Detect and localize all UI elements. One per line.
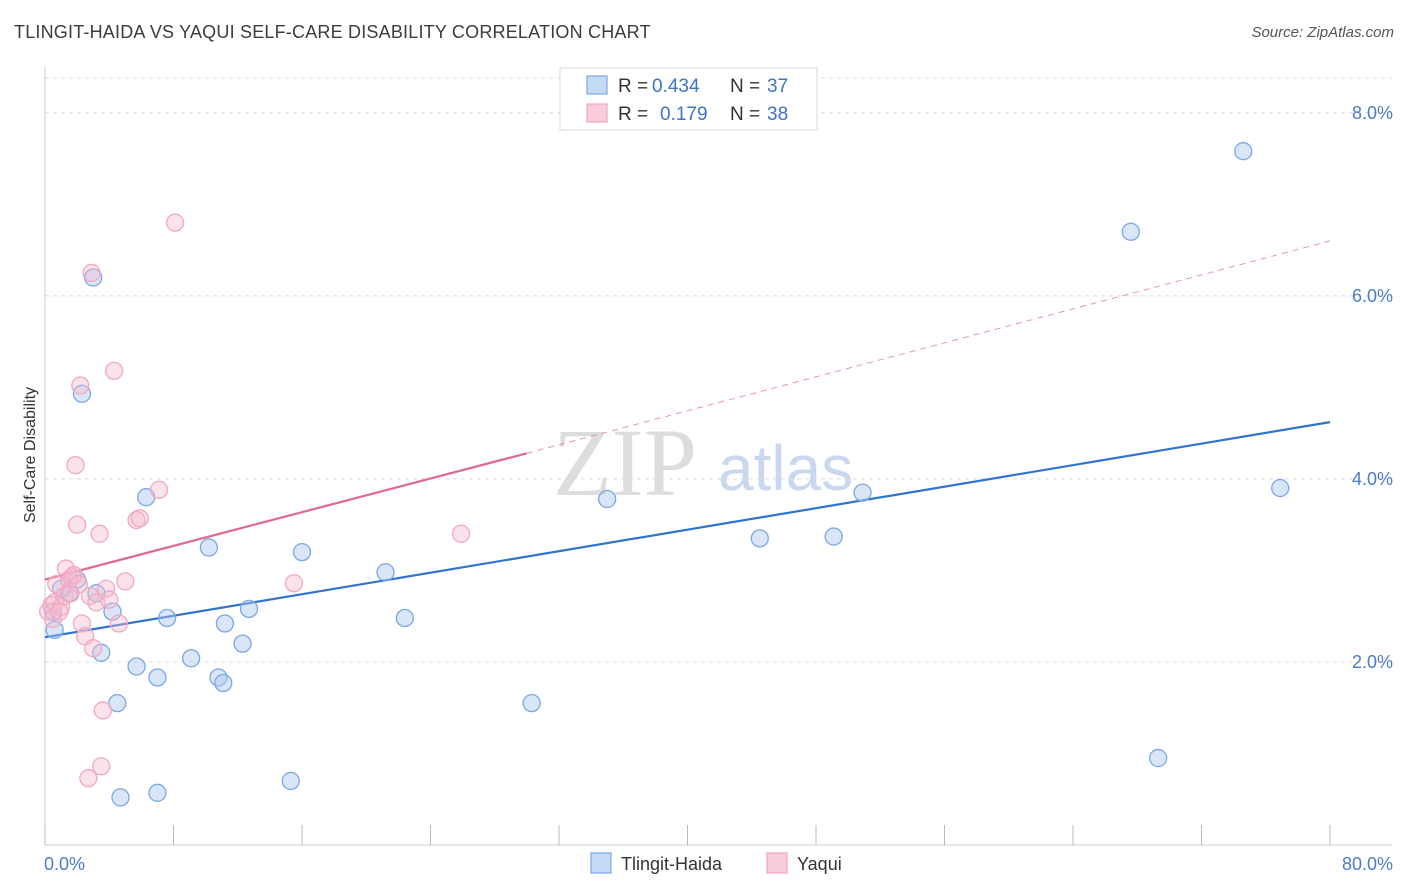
point-yaqui (451, 524, 471, 543)
point-tlingit-haida (292, 542, 312, 562)
bottom-legend-swatch-tlingit-haida (590, 852, 612, 874)
point-tlingit-haida (157, 608, 177, 628)
point-yaqui (66, 456, 85, 475)
legend-n-label-1: N = (730, 76, 760, 97)
trend-extension-yaqui (526, 240, 1331, 454)
y-tick-label: 6.0% (1352, 286, 1393, 306)
point-tlingit-haida (376, 563, 395, 582)
bottom-legend-label-tlingit-haida: Tlingit-Haida (621, 854, 723, 874)
legend-box: R = 0.434 N = 37 R = 0.179 N = 38 (559, 67, 818, 131)
point-yaqui (92, 757, 111, 776)
trend-line-yaqui (44, 452, 528, 581)
point-tlingit-haida (1234, 142, 1253, 161)
point-yaqui (64, 565, 84, 585)
y-tick-label: 2.0% (1352, 652, 1393, 672)
point-yaqui (50, 602, 69, 621)
point-yaqui (284, 574, 304, 593)
point-yaqui (82, 263, 101, 283)
point-yaqui (71, 376, 90, 395)
legend-swatch-yaqui (586, 103, 608, 123)
point-yaqui (96, 579, 116, 598)
point-tlingit-haida (233, 634, 252, 653)
y-tick-label: 8.0% (1352, 103, 1393, 123)
trend-line-tlingit-haida (44, 421, 1331, 639)
chart-title: TLINGIT-HAIDA VS YAQUI SELF-CARE DISABIL… (14, 22, 651, 42)
point-yaqui (109, 614, 129, 633)
point-tlingit-haida (395, 608, 414, 628)
y-tick-label: 4.0% (1352, 469, 1393, 489)
legend-n-label-2: N = (730, 104, 760, 125)
legend-r-label-1: R = (618, 76, 648, 97)
legend-r-label-2: R = (618, 104, 648, 125)
point-tlingit-haida (1271, 478, 1290, 498)
point-tlingit-haida (239, 599, 259, 619)
y-axis-label: Self-Care Disability (22, 387, 39, 523)
point-yaqui (84, 639, 103, 658)
point-yaqui (127, 510, 146, 530)
bottom-legend-label-yaqui: Yaqui (797, 854, 842, 874)
point-yaqui (149, 480, 169, 500)
point-yaqui (67, 515, 87, 534)
point-tlingit-haida (522, 693, 541, 713)
point-yaqui (165, 213, 185, 232)
point-tlingit-haida (108, 693, 127, 713)
point-yaqui (116, 572, 135, 591)
watermark-atlas: atlas (718, 432, 853, 504)
point-tlingit-haida (148, 783, 167, 802)
point-tlingit-haida (182, 649, 201, 668)
point-tlingit-haida (111, 788, 130, 807)
point-tlingit-haida (199, 538, 218, 557)
bottom-legend: Tlingit-Haida Yaqui (590, 852, 842, 874)
point-tlingit-haida (209, 668, 228, 687)
point-yaqui (130, 509, 149, 528)
legend-n-value-2: 38 (767, 104, 788, 125)
watermark-zip: ZIP (553, 409, 697, 516)
legend-n-value-1: 37 (767, 76, 788, 97)
point-yaqui (69, 574, 88, 594)
x-tick-label-max: 80.0% (1342, 854, 1393, 874)
point-yaqui (100, 590, 119, 609)
point-yaqui (90, 524, 109, 543)
legend-r-value-1: 0.434 (652, 76, 700, 97)
point-tlingit-haida (1148, 748, 1168, 768)
source-credit: Source: ZipAtlas.com (1251, 24, 1394, 41)
point-tlingit-haida (750, 529, 769, 548)
x-tick-label-min: 0.0% (44, 854, 85, 874)
point-tlingit-haida (281, 771, 300, 791)
point-tlingit-haida (824, 527, 843, 546)
point-yaqui (104, 361, 124, 381)
legend-swatch-tlingit-haida (586, 75, 608, 95)
legend-r-value-2: 0.179 (660, 104, 708, 125)
point-yaqui (79, 769, 98, 788)
point-tlingit-haida (215, 614, 235, 633)
bottom-legend-swatch-yaqui (766, 852, 788, 874)
point-tlingit-haida (1121, 222, 1140, 241)
point-tlingit-haida (598, 489, 617, 509)
point-tlingit-haida (127, 657, 146, 676)
point-tlingit-haida (853, 483, 872, 502)
point-yaqui (93, 701, 112, 720)
point-tlingit-haida (214, 673, 233, 693)
point-tlingit-haida (148, 668, 167, 687)
